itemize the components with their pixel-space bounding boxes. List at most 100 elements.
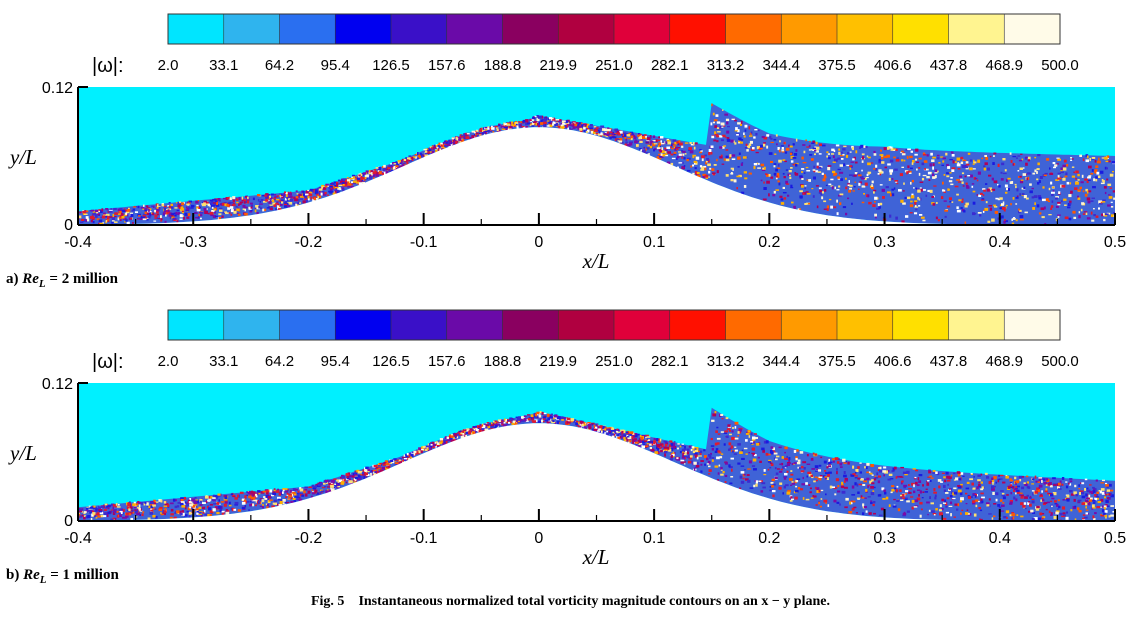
vorticity-speckle xyxy=(102,505,105,509)
vorticity-speckle xyxy=(852,500,856,503)
vorticity-speckle xyxy=(1092,502,1096,504)
vorticity-speckle xyxy=(81,514,84,517)
vorticity-speckle xyxy=(599,425,603,428)
vorticity-speckle xyxy=(286,194,288,198)
vorticity-speckle xyxy=(317,483,321,487)
vorticity-speckle xyxy=(789,174,791,177)
vorticity-speckle xyxy=(726,121,729,125)
vorticity-speckle xyxy=(184,212,188,216)
vorticity-speckle xyxy=(395,459,399,461)
vorticity-speckle xyxy=(259,201,262,203)
vorticity-speckle xyxy=(169,212,173,215)
vorticity-speckle xyxy=(802,461,807,464)
vorticity-speckle xyxy=(714,133,719,136)
vorticity-speckle xyxy=(910,167,913,170)
vorticity-speckle xyxy=(345,179,348,182)
vorticity-speckle xyxy=(890,146,893,149)
vorticity-speckle xyxy=(307,195,310,199)
vorticity-speckle xyxy=(679,445,682,448)
vorticity-speckle xyxy=(819,189,823,193)
vorticity-speckle xyxy=(180,206,184,209)
vorticity-speckle xyxy=(1009,500,1013,503)
vorticity-speckle xyxy=(552,417,555,420)
vorticity-speckle xyxy=(307,490,311,494)
vorticity-speckle xyxy=(756,146,761,150)
vorticity-speckle xyxy=(708,465,711,468)
vorticity-speckle xyxy=(971,482,974,486)
vorticity-speckle xyxy=(1011,181,1014,184)
colorbar-tick-label: 219.9 xyxy=(539,353,577,370)
vorticity-speckle xyxy=(671,143,673,147)
vorticity-speckle xyxy=(1078,499,1082,502)
vorticity-speckle xyxy=(850,502,853,505)
vorticity-speckle xyxy=(448,139,451,142)
vorticity-speckle xyxy=(156,208,160,212)
vorticity-speckle xyxy=(226,197,230,200)
vorticity-speckle xyxy=(858,174,862,177)
vorticity-speckle xyxy=(775,189,779,191)
vorticity-speckle xyxy=(319,190,321,193)
vorticity-speckle xyxy=(877,480,881,484)
vorticity-speckle xyxy=(308,486,313,489)
vorticity-speckle xyxy=(984,162,988,166)
vorticity-speckle xyxy=(758,162,760,165)
vorticity-speckle xyxy=(943,191,946,193)
vorticity-speckle xyxy=(815,479,818,482)
vorticity-speckle xyxy=(791,481,794,484)
vorticity-speckle xyxy=(93,505,96,508)
vorticity-speckle xyxy=(509,121,513,124)
vorticity-speckle xyxy=(1012,218,1016,220)
vorticity-speckle xyxy=(362,471,364,475)
vorticity-speckle xyxy=(633,439,637,443)
vorticity-speckle xyxy=(987,220,991,223)
vorticity-speckle xyxy=(770,141,774,143)
vorticity-speckle xyxy=(826,208,829,211)
vorticity-speckle xyxy=(1082,514,1086,516)
vorticity-speckle xyxy=(1031,483,1035,485)
vorticity-speckle xyxy=(1079,186,1082,190)
vorticity-speckle xyxy=(740,163,743,166)
vorticity-speckle xyxy=(1011,512,1014,514)
vorticity-speckle xyxy=(708,469,712,472)
vorticity-speckle xyxy=(794,172,799,176)
vorticity-speckle xyxy=(956,508,959,511)
vorticity-speckle xyxy=(1038,196,1042,200)
vorticity-speckle xyxy=(739,475,743,479)
vorticity-speckle xyxy=(806,179,810,181)
vorticity-speckle xyxy=(883,155,888,159)
vorticity-speckle xyxy=(584,422,587,426)
vorticity-speckle xyxy=(730,476,734,478)
vorticity-speckle xyxy=(593,428,598,431)
vorticity-speckle xyxy=(317,195,322,199)
vorticity-speckle xyxy=(687,456,689,459)
vorticity-speckle xyxy=(1037,517,1042,521)
vorticity-speckle xyxy=(532,116,535,120)
vorticity-speckle xyxy=(1079,492,1081,495)
vorticity-speckle xyxy=(121,512,124,515)
vorticity-speckle xyxy=(111,221,114,224)
vorticity-speckle xyxy=(967,175,971,177)
vorticity-speckle xyxy=(188,501,193,504)
vorticity-speckle xyxy=(698,455,702,457)
vorticity-speckle xyxy=(143,204,145,207)
vorticity-speckle xyxy=(431,444,435,446)
vorticity-speckle xyxy=(475,132,479,135)
vorticity-speckle xyxy=(836,467,838,471)
vorticity-speckle xyxy=(122,217,127,220)
vorticity-speckle xyxy=(723,432,728,434)
vorticity-speckle xyxy=(1061,184,1066,188)
vorticity-speckle xyxy=(872,490,875,494)
vorticity-speckle xyxy=(741,457,745,460)
vorticity-speckle xyxy=(1070,509,1073,512)
vorticity-speckle xyxy=(1019,175,1022,178)
vorticity-speckle xyxy=(997,183,999,186)
vorticity-speckle xyxy=(293,203,297,205)
vorticity-speckle xyxy=(142,208,145,210)
vorticity-speckle xyxy=(855,469,859,472)
vorticity-speckle xyxy=(259,505,264,507)
vorticity-speckle xyxy=(326,490,329,494)
vorticity-speckle xyxy=(228,202,231,205)
vorticity-speckle xyxy=(552,123,556,126)
vorticity-speckle xyxy=(915,187,917,189)
vorticity-speckle xyxy=(961,164,965,168)
